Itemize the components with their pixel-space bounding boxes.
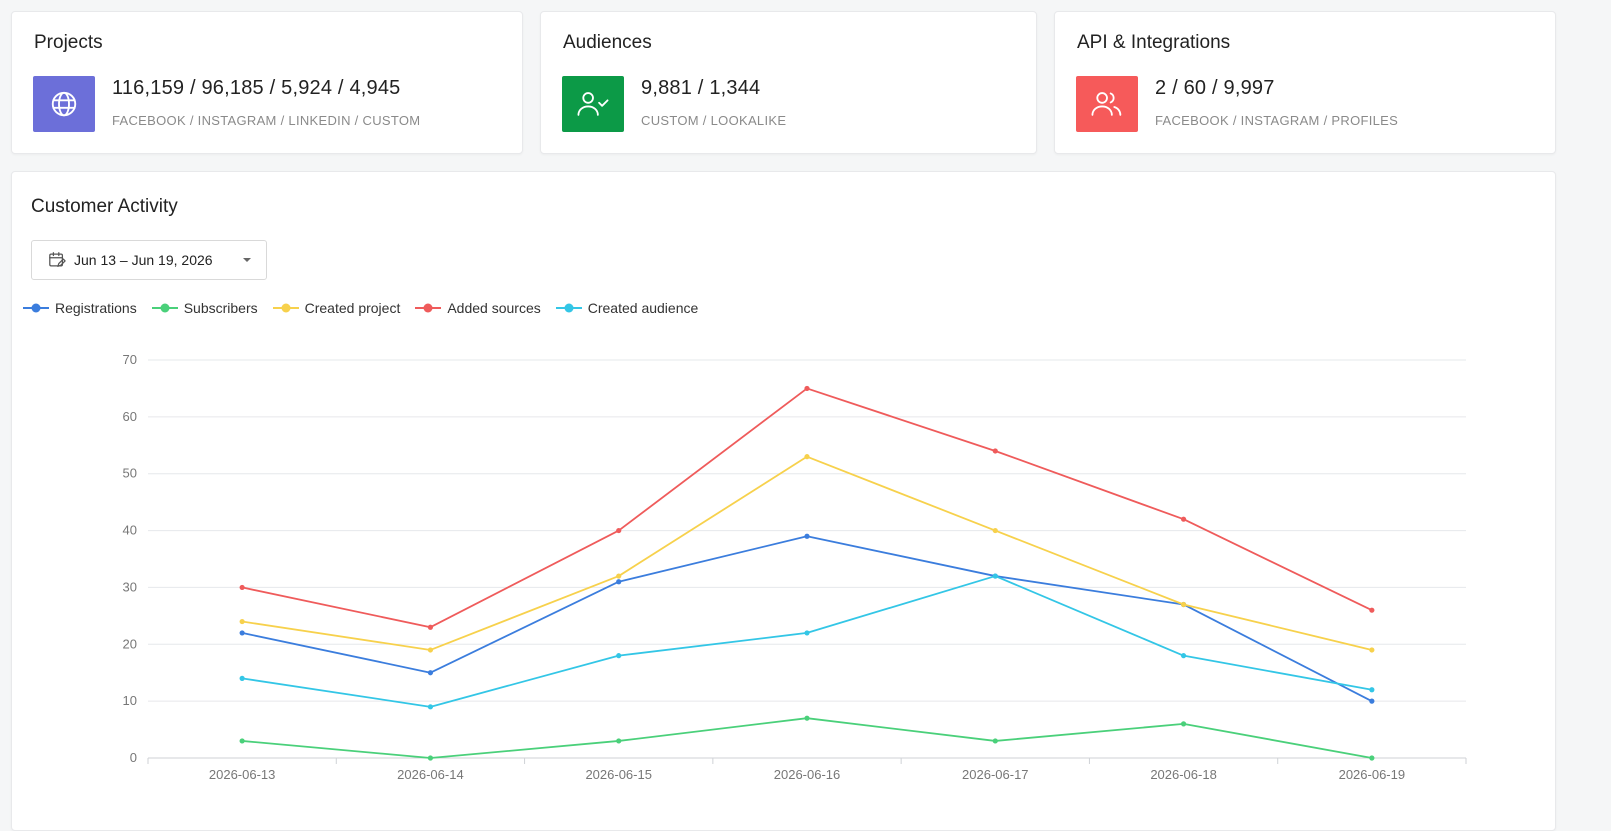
legend-item-created-project[interactable]: Created project xyxy=(272,300,401,316)
data-point-created-audience xyxy=(992,573,998,579)
y-tick-label: 70 xyxy=(123,352,137,367)
user-check-icon xyxy=(577,92,609,116)
legend-item-added-sources[interactable]: Added sources xyxy=(414,300,541,316)
projects-value: 116,159 / 96,185 / 5,924 / 4,945 xyxy=(112,77,401,99)
y-tick-label: 60 xyxy=(123,409,137,424)
data-point-added-sources xyxy=(616,527,622,534)
legend-item-created-audience[interactable]: Created audience xyxy=(555,300,699,316)
data-point-registrations xyxy=(1369,698,1375,704)
legend-marker xyxy=(151,303,178,313)
data-point-registrations xyxy=(616,579,622,585)
data-point-subscribers xyxy=(239,738,245,744)
data-point-created-project xyxy=(427,647,434,653)
data-point-subscribers xyxy=(616,738,622,744)
legend-label: Created project xyxy=(304,300,401,316)
api-integrations-subtitle: FACEBOOK / INSTAGRAM / PROFILES xyxy=(1155,113,1399,128)
legend-item-registrations[interactable]: Registrations xyxy=(22,300,137,316)
legend-item-subscribers[interactable]: Subscribers xyxy=(151,300,258,316)
data-point-registrations xyxy=(239,630,245,636)
data-point-subscribers xyxy=(1180,721,1187,727)
date-range-picker[interactable]: Jun 13 – Jun 19, 2026 xyxy=(31,240,267,280)
y-tick-label: 50 xyxy=(123,466,137,481)
data-point-added-sources xyxy=(427,624,434,630)
audiences-card: Audiences 9,881 / 1,344 CUSTOM / LOOKALI… xyxy=(540,11,1037,154)
data-point-created-audience xyxy=(427,704,434,710)
data-point-created-project xyxy=(992,527,998,534)
projects-subtitle: FACEBOOK / INSTAGRAM / LINKEDIN / CUSTOM xyxy=(112,113,421,128)
date-range-value: Jun 13 – Jun 19, 2026 xyxy=(74,252,213,268)
projects-card: Projects 116,159 / 96,185 / 5,924 / 4,94… xyxy=(11,11,523,154)
data-point-created-project xyxy=(1369,647,1375,653)
data-point-registrations xyxy=(427,670,434,676)
data-point-added-sources xyxy=(992,448,998,454)
y-tick-label: 40 xyxy=(123,523,137,538)
projects-icon-tile xyxy=(33,76,95,132)
globe-icon xyxy=(51,91,77,117)
data-point-created-audience xyxy=(239,675,245,682)
y-tick-label: 30 xyxy=(123,579,137,594)
x-tick-label: 2026-06-15 xyxy=(585,767,652,782)
y-tick-label: 0 xyxy=(130,750,137,765)
data-point-added-sources xyxy=(1369,607,1375,613)
data-point-subscribers xyxy=(1369,755,1375,761)
series-line-subscribers xyxy=(242,717,1373,759)
data-point-created-project xyxy=(616,573,622,579)
data-point-subscribers xyxy=(804,715,810,721)
audiences-icon-tile xyxy=(562,76,624,132)
series-line-created-audience xyxy=(242,575,1373,708)
data-point-created-audience xyxy=(1369,687,1375,693)
legend-label: Added sources xyxy=(447,300,541,316)
y-tick-label: 10 xyxy=(123,693,137,708)
chart-legend: Registrations Subscribers Created project A… xyxy=(22,300,712,316)
audiences-title: Audiences xyxy=(563,32,652,53)
data-point-subscribers xyxy=(427,755,434,761)
data-point-created-project xyxy=(804,454,810,460)
legend-label: Registrations xyxy=(55,300,137,316)
x-tick-label: 2026-06-16 xyxy=(774,767,841,782)
data-point-created-audience xyxy=(804,630,810,636)
api-integrations-value: 2 / 60 / 9,997 xyxy=(1155,77,1275,99)
audiences-subtitle: CUSTOM / LOOKALIKE xyxy=(641,113,787,128)
customer-activity-title: Customer Activity xyxy=(31,196,178,217)
data-point-added-sources xyxy=(804,385,810,392)
series-line-added-sources xyxy=(241,387,1373,629)
data-point-added-sources xyxy=(239,584,245,591)
data-point-created-project xyxy=(239,618,245,625)
x-tick-label: 2026-06-19 xyxy=(1339,767,1406,782)
data-point-registrations xyxy=(804,533,810,539)
legend-marker xyxy=(555,303,582,313)
legend-label: Created audience xyxy=(587,300,699,316)
api-icon-tile xyxy=(1076,76,1138,132)
x-tick-label: 2026-06-18 xyxy=(1150,767,1217,782)
calendar-edit-icon xyxy=(48,251,66,269)
x-tick-label: 2026-06-13 xyxy=(209,767,276,782)
legend-marker xyxy=(415,303,442,313)
x-tick-label: 2026-06-14 xyxy=(397,767,464,782)
x-tick-label: 2026-06-17 xyxy=(962,767,1029,782)
data-point-created-audience xyxy=(1180,653,1187,659)
caret-down-icon xyxy=(242,256,252,264)
legend-marker xyxy=(23,303,49,313)
series-line-registrations xyxy=(241,535,1373,702)
y-tick-label: 20 xyxy=(123,636,137,651)
users-icon xyxy=(1091,92,1122,116)
legend-marker xyxy=(272,303,299,313)
data-point-created-project xyxy=(1180,601,1187,608)
audiences-value: 9,881 / 1,344 xyxy=(641,77,761,99)
api-integrations-card: API & Integrations 2 / 60 / 9,997 FACEBO… xyxy=(1054,11,1556,154)
series-line-created-project xyxy=(242,455,1373,651)
data-point-added-sources xyxy=(1180,516,1187,522)
data-point-subscribers xyxy=(992,738,998,744)
api-integrations-title: API & Integrations xyxy=(1077,32,1231,53)
legend-label: Subscribers xyxy=(183,300,258,316)
data-point-created-audience xyxy=(616,653,622,659)
projects-title: Projects xyxy=(34,32,103,53)
